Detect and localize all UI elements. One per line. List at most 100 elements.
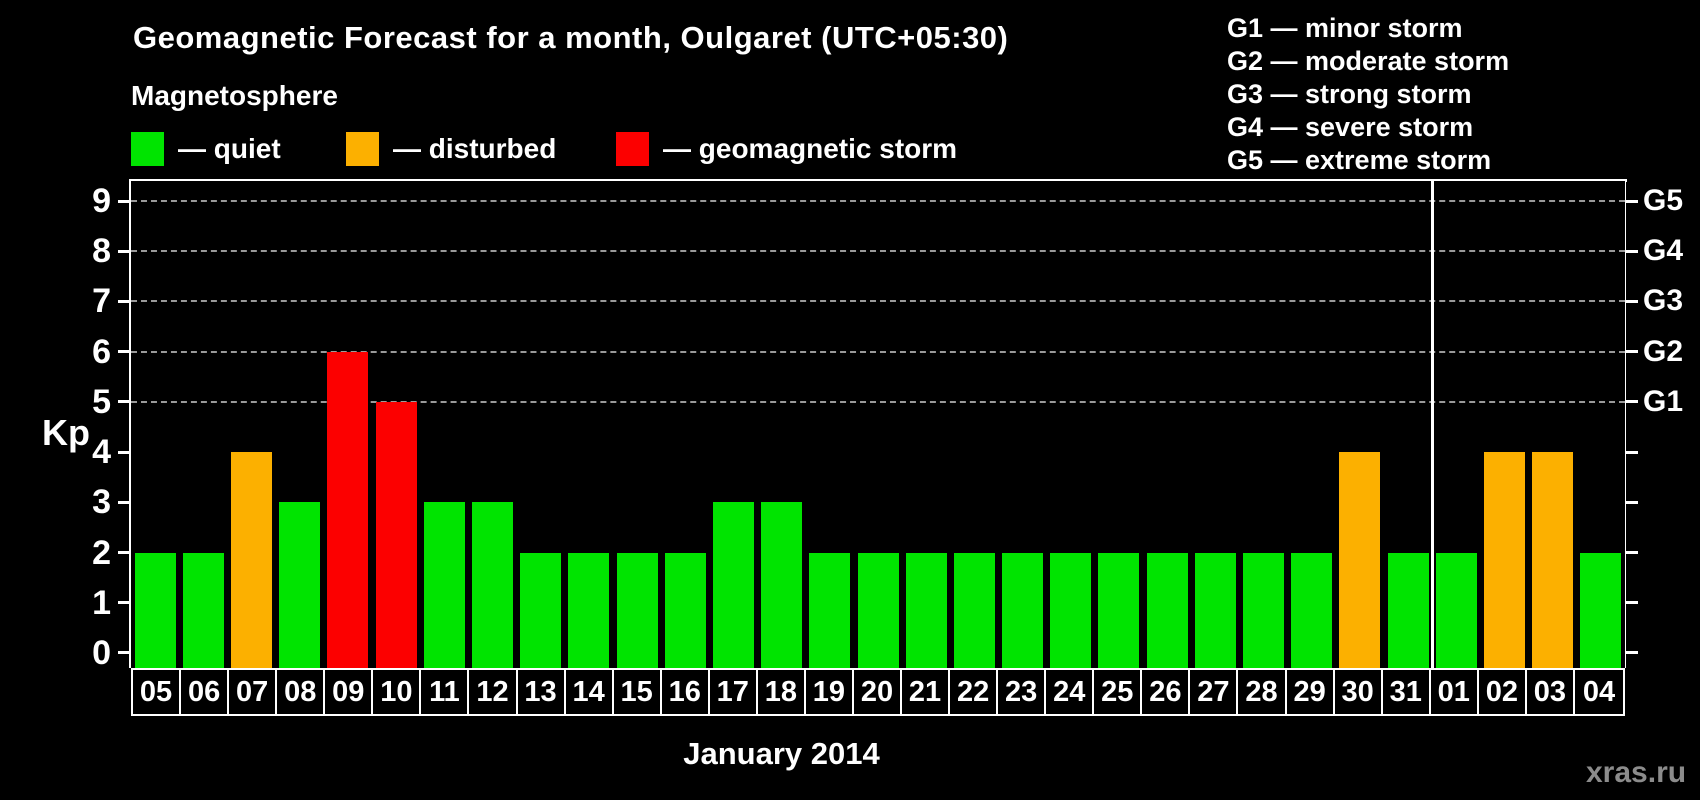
bar-day-31 — [1387, 552, 1429, 668]
bar-day-30 — [1339, 452, 1381, 668]
x-tick-label-15: 15 — [614, 670, 662, 714]
y-tick-right-3 — [1625, 500, 1638, 504]
y-tick-label-0: 0 — [92, 633, 111, 672]
x-tick-label-31: 31 — [1383, 670, 1431, 714]
bar-day-22 — [953, 552, 995, 668]
legend-item-storm: — geomagnetic storm — [616, 132, 957, 166]
legend-item-disturbed: — disturbed — [346, 132, 556, 166]
storm-swatch-icon — [616, 132, 649, 166]
y-tick-label-7: 7 — [92, 282, 111, 321]
bar-day-11 — [423, 502, 465, 668]
y-tick-left-7 — [118, 299, 131, 303]
legend-title: Magnetosphere — [131, 80, 338, 111]
bar-day-25 — [1098, 552, 1140, 668]
x-tick-label-09: 09 — [325, 670, 374, 714]
bar-day-01 — [1435, 552, 1477, 668]
x-tick-label-14: 14 — [566, 670, 614, 714]
y-axis-line — [129, 179, 132, 668]
y-tick-right-9 — [1625, 199, 1638, 203]
y-tick-right-4 — [1625, 450, 1638, 454]
plot-top-border — [129, 179, 1627, 182]
y-tick-right-2 — [1625, 551, 1638, 555]
x-tick-label-10: 10 — [373, 670, 422, 714]
x-tick-label-07: 07 — [229, 670, 278, 714]
disturbed-swatch-icon — [346, 132, 379, 166]
bar-day-23 — [1002, 552, 1044, 668]
bar-day-24 — [1050, 552, 1092, 668]
g-axis-label-g5: G5 — [1643, 184, 1684, 218]
bar-day-07 — [230, 452, 272, 668]
y-tick-right-8 — [1625, 249, 1638, 253]
gridline-kp-8 — [131, 250, 1625, 253]
y-tick-right-6 — [1625, 350, 1638, 354]
y-tick-left-5 — [118, 400, 131, 404]
bar-day-14 — [568, 552, 610, 668]
y-tick-left-9 — [118, 199, 131, 203]
bar-day-20 — [857, 552, 899, 668]
y-tick-left-0 — [118, 651, 131, 655]
g-axis-label-g4: G4 — [1643, 234, 1684, 268]
g-legend-line-g2: G2 — moderate storm — [1227, 46, 1510, 76]
g-legend-line-g3: G3 — strong storm — [1227, 79, 1472, 109]
y-tick-right-7 — [1625, 299, 1638, 303]
x-tick-label-16: 16 — [662, 670, 710, 714]
month-boundary-line — [1430, 181, 1434, 668]
x-tick-label-03: 03 — [1527, 670, 1575, 714]
x-tick-label-29: 29 — [1287, 670, 1335, 714]
g-axis-label-g1: G1 — [1643, 384, 1684, 418]
y-tick-left-2 — [118, 551, 131, 555]
y-tick-left-8 — [118, 249, 131, 253]
x-tick-label-05: 05 — [133, 670, 182, 714]
x-tick-label-25: 25 — [1094, 670, 1143, 714]
bar-day-05 — [134, 552, 176, 668]
bar-day-18 — [761, 502, 803, 668]
bar-day-29 — [1291, 552, 1333, 668]
x-tick-label-23: 23 — [998, 670, 1047, 714]
x-tick-label-18: 18 — [758, 670, 806, 714]
bar-day-17 — [712, 502, 754, 668]
legend-item-label: — disturbed — [393, 133, 557, 164]
legend-item-label: — geomagnetic storm — [663, 133, 958, 164]
watermark: xras.ru — [1586, 756, 1687, 789]
y-tick-left-3 — [118, 500, 131, 504]
x-tick-label-06: 06 — [181, 670, 230, 714]
y-tick-label-5: 5 — [92, 382, 111, 421]
x-tick-label-28: 28 — [1238, 670, 1287, 714]
x-tick-label-30: 30 — [1335, 670, 1383, 714]
x-tick-label-13: 13 — [518, 670, 566, 714]
legend-item-quiet: — quiet — [131, 132, 281, 166]
legend-item-label: — quiet — [178, 133, 281, 164]
x-tick-label-04: 04 — [1582, 675, 1616, 708]
g-legend-line-g1: G1 — minor storm — [1227, 13, 1463, 43]
g-legend-line-g5: G5 — extreme storm — [1227, 145, 1492, 175]
bar-day-02 — [1484, 452, 1526, 668]
x-tick-label-01: 01 — [1431, 670, 1479, 714]
x-tick-label-21: 21 — [902, 670, 951, 714]
bar-day-27 — [1194, 552, 1236, 668]
gridline-kp-5 — [131, 400, 1625, 403]
x-tick-label-12: 12 — [469, 670, 518, 714]
y-tick-label-4: 4 — [92, 433, 111, 472]
y-tick-right-0 — [1625, 651, 1638, 655]
bar-day-16 — [664, 552, 706, 668]
g-scale-legend: G1 — minor storm G2 — moderate storm G3 … — [1227, 12, 1509, 177]
g-axis-label-g3: G3 — [1643, 284, 1684, 318]
bar-day-12 — [471, 502, 513, 668]
x-tick-label-19: 19 — [806, 670, 854, 714]
bar-day-10 — [375, 401, 417, 668]
bar-day-28 — [1243, 552, 1285, 668]
bar-day-19 — [809, 552, 851, 668]
y-tick-right-5 — [1625, 400, 1638, 404]
x-tick-label-27: 27 — [1190, 670, 1239, 714]
x-tick-label-24: 24 — [1046, 670, 1095, 714]
bar-day-26 — [1146, 552, 1188, 668]
y-tick-left-6 — [118, 350, 131, 354]
y-tick-label-1: 1 — [92, 583, 111, 622]
bar-day-08 — [279, 502, 321, 668]
y-tick-label-2: 2 — [92, 533, 111, 572]
gridline-kp-7 — [131, 300, 1625, 303]
y-tick-left-1 — [118, 601, 131, 605]
y-tick-left-4 — [118, 450, 131, 454]
x-tick-label-26: 26 — [1142, 670, 1191, 714]
